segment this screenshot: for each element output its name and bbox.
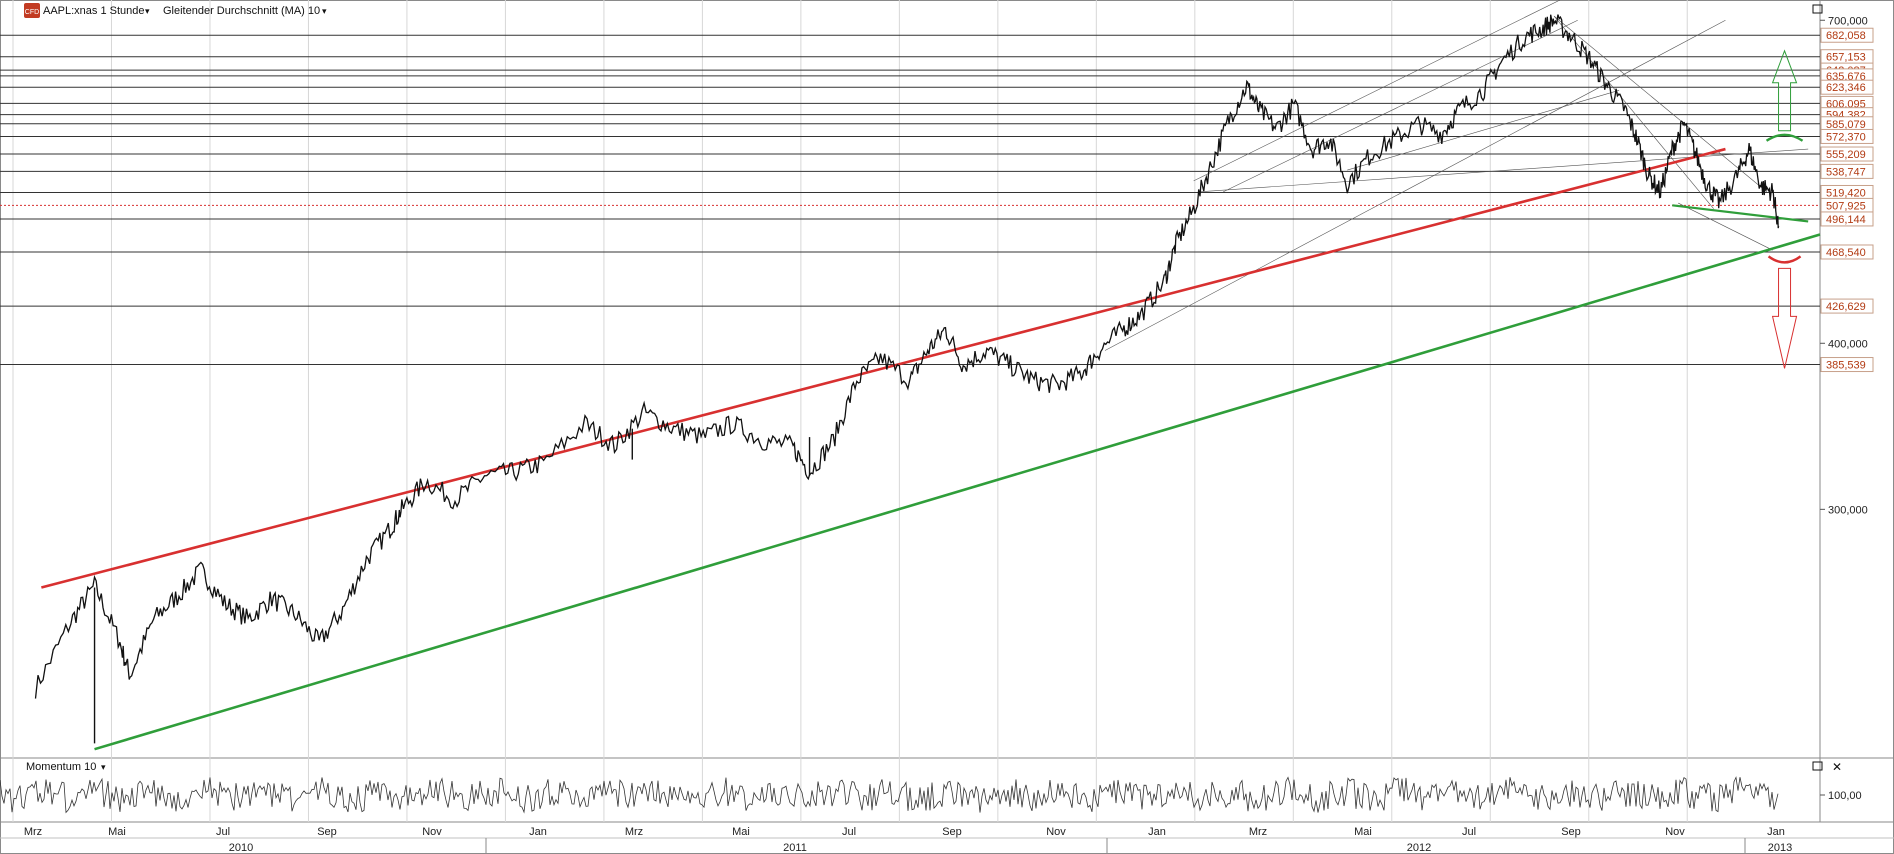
month-label-13: Mai [1354,826,1372,838]
header-bar: CFD AAPL:xnas 1 Stunde ▾ Gleitender Durc… [24,3,1823,18]
month-label-14: Jul [1462,826,1476,838]
year-label-1: 2011 [783,842,807,854]
level-label-11: 519,420 [1826,187,1866,199]
helper-line-0 [1104,19,1726,351]
arrow-up-arc [1765,133,1804,142]
level-label-14: 468,540 [1826,247,1866,259]
level-label-8: 572,370 [1826,131,1866,143]
momentum-dropdown-icon[interactable]: ▾ [101,762,106,772]
month-label-12: Mrz [1249,826,1267,838]
level-label-15: 426,629 [1826,301,1866,313]
helper-line-7 [1347,90,1620,171]
trendlines [41,147,1821,751]
level-label-box-9 [1820,146,1874,162]
month-label-15: Sep [1561,826,1581,838]
symbol-dropdown-icon[interactable]: ▾ [145,6,150,16]
month-label-0: Mrz [24,826,42,838]
helper-lines [1104,0,1809,351]
month-label-1: Mai [108,826,126,838]
helper-line-3 [1199,148,1809,193]
month-label-17: Jan [1767,826,1785,838]
month-label-2: Jul [216,826,230,838]
month-label-7: Mai [732,826,750,838]
level-label-box-15 [1820,298,1874,314]
level-label-0: 682,058 [1826,30,1866,42]
momentum-header: Momentum 10 ▾ ✕ [26,760,1842,774]
level-label-box-16 [1820,357,1874,373]
panel-maximize-icon[interactable] [1812,761,1823,771]
trendline-lower [94,233,1821,751]
cfd-badge [24,3,40,18]
level-label-9: 555,209 [1826,149,1866,161]
helper-line-6 [1678,202,1773,251]
level-label-1: 657,153 [1826,52,1866,64]
momentum-tick-label: 100,00 [1828,790,1862,802]
month-label-11: Jan [1148,826,1166,838]
level-label-4: 623,346 [1826,82,1866,94]
month-label-6: Mrz [625,826,643,838]
time-axis-labels: Mrz Mai Jul Sep Nov Jan Mrz Mai Jul Sep Nov Jan Mrz M… [24,826,1792,854]
level-label-box-0 [1820,27,1874,43]
year-label-0: 2010 [229,842,253,854]
helper-line-4 [1553,15,1714,209]
trendline-upper [41,147,1726,589]
level-label-16: 385,539 [1826,360,1866,372]
month-label-3: Sep [317,826,337,838]
price-line [34,14,1780,699]
level-label-box-13 [1820,211,1874,227]
month-label-8: Jul [842,826,856,838]
momentum-line [0,776,1779,814]
level-label-box-8 [1820,128,1874,144]
helper-line-1 [1193,0,1561,182]
y-tick-label-1: 400,000 [1828,338,1868,350]
symbol-selector[interactable]: AAPL:xnas 1 Stunde [43,5,145,17]
level-label-box-10 [1820,163,1874,179]
year-label-3: 2013 [1768,842,1792,854]
price-axis-labels: 682,058657,153642,087635,676623,346606,0… [1820,15,1874,516]
indicator-selector[interactable]: Gleitender Durchschnitt (MA) 10 [163,5,320,17]
y-tick-label-0: 700,000 [1828,15,1868,27]
short-support-line [1672,204,1809,223]
y-tick-label-2: 300,000 [1828,504,1868,516]
month-label-5: Jan [529,826,547,838]
level-label-12: 507,925 [1826,200,1866,212]
maximize-icon[interactable] [1812,4,1823,14]
level-label-10: 538,747 [1826,166,1866,178]
level-label-7: 585,079 [1826,119,1866,131]
level-label-box-14 [1820,244,1874,260]
arrow-down-arc [1767,255,1802,264]
arrow-up [1771,49,1798,132]
cfd-badge-text: CFD [25,9,39,16]
indicator-dropdown-icon[interactable]: ▾ [322,6,327,16]
panel-close-icon[interactable]: ✕ [1832,760,1842,774]
month-label-9: Sep [942,826,962,838]
month-label-16: Nov [1665,826,1685,838]
momentum-label[interactable]: Momentum 10 [26,761,96,773]
month-label-4: Nov [422,826,442,838]
horizontal-levels [0,34,1820,366]
level-label-13: 496,144 [1826,214,1866,226]
arrow-down [1771,267,1798,369]
year-label-2: 2012 [1407,842,1431,854]
momentum-panel: 100,00 [0,776,1862,814]
price-series [34,14,1780,744]
level-label-box-4 [1820,79,1874,95]
grid [12,0,1688,822]
helper-line-2 [1223,19,1578,193]
helper-line-5 [1553,15,1768,193]
month-label-10: Nov [1046,826,1066,838]
annotation-arrows [1765,49,1804,369]
